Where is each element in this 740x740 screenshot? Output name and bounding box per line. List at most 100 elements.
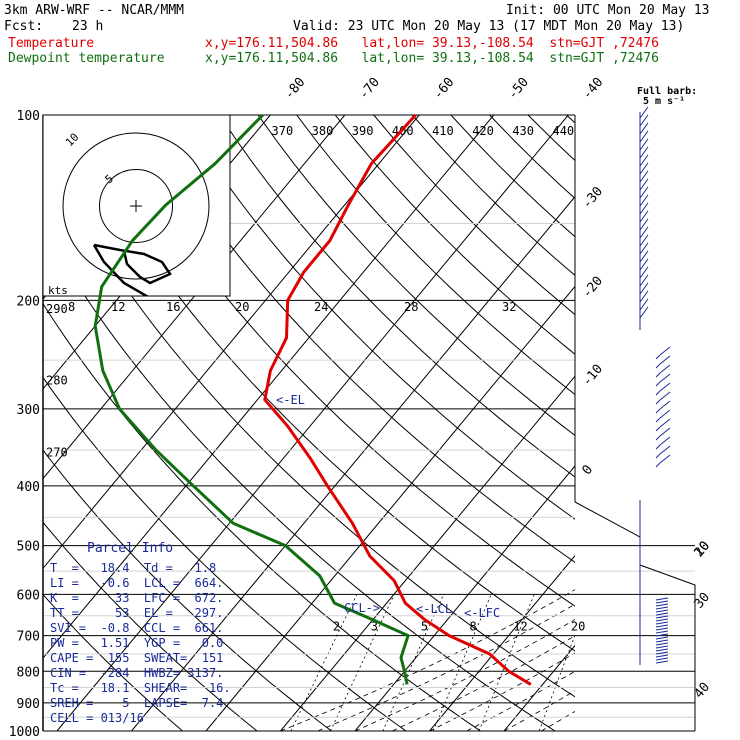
isotherm-line <box>653 115 740 731</box>
wind-barb <box>655 636 669 640</box>
isotherm-label: -10 <box>580 362 607 390</box>
parcel-row: SVI = -0.8 CCL = 661. <box>50 621 223 635</box>
isotherm-line <box>131 195 575 731</box>
wind-barb <box>659 427 671 437</box>
isotherm-line <box>43 115 346 480</box>
temperature-legend-label: Temperature <box>8 36 95 51</box>
hodograph-speed-tick: 28 <box>404 300 418 314</box>
wind-barb <box>639 146 649 159</box>
hodograph-speed-tick: 16 <box>166 300 180 314</box>
pressure-label: 300 <box>17 403 40 418</box>
isotherm-line <box>56 115 569 731</box>
parcel-row: Tc = 18.1 SHEAR= 16. <box>50 681 231 695</box>
wind-barb <box>655 462 661 468</box>
wind-barb <box>655 426 661 432</box>
wind-barb <box>639 122 649 135</box>
wind-barb <box>655 372 661 378</box>
wind-barb <box>655 390 661 396</box>
ccl-marker: CCL-> <box>344 601 380 615</box>
mixing-ratio-label: 3 <box>371 620 378 634</box>
mixing-ratio-label: 20 <box>571 620 585 634</box>
wind-barb <box>659 373 671 383</box>
wind-barb <box>639 130 649 143</box>
isotherm-line <box>280 375 575 731</box>
wind-barb <box>639 178 649 191</box>
sounding-profiles <box>93 113 532 686</box>
wind-barb <box>659 418 671 428</box>
wind-barb <box>655 606 669 610</box>
theta-label: 370 <box>272 124 294 138</box>
wind-barb <box>659 454 671 464</box>
wind-barb <box>655 600 669 604</box>
isotherm-label: -20 <box>580 274 607 302</box>
dewpoint-legend-label: Dewpoint temperature <box>8 51 165 66</box>
forecast-label: Fcst: <box>4 19 44 34</box>
dry-adiabat <box>450 115 575 238</box>
theta-label: 390 <box>352 124 374 138</box>
wind-barb <box>655 399 661 405</box>
theta-label: 270 <box>46 446 68 460</box>
parcel-row: TT = 53 EL = 297. <box>50 606 223 620</box>
full-barb-value: 5 m s⁻¹ <box>643 96 685 107</box>
wind-barb <box>639 290 649 303</box>
theta-label: 420 <box>472 124 494 138</box>
theta-label: 280 <box>46 374 68 388</box>
wind-barb <box>639 170 649 183</box>
hodograph-rings <box>62 132 210 296</box>
wind-barb <box>655 612 669 616</box>
wind-barb <box>639 250 649 263</box>
hodograph-speed-tick: 32 <box>502 300 516 314</box>
isotherm-line <box>43 115 420 570</box>
isotherm-line <box>354 465 575 731</box>
init-time: Init: 00 UTC Mon 20 May 13 <box>506 3 710 18</box>
wind-barb <box>659 382 671 392</box>
moist-adiabat <box>354 619 575 731</box>
hodograph-speed-tick: 20 <box>235 300 249 314</box>
wind-barb <box>655 648 669 652</box>
wind-barb <box>639 226 649 239</box>
moist-adiabat <box>429 652 575 731</box>
lfc-marker: <-LFC <box>464 606 500 620</box>
wind-barb <box>655 408 661 414</box>
moist-adiabat <box>541 710 575 731</box>
parcel-info-panel: Parcel Info T = 18.4 Td = 1.8 LI = -0.6 … <box>50 541 231 725</box>
wind-barb <box>639 202 649 215</box>
moist-adiabat <box>616 300 740 731</box>
wind-barb <box>639 138 649 151</box>
isotherm-line <box>503 644 575 731</box>
isotherm-label: -30 <box>580 184 607 212</box>
theta-label: 380 <box>312 124 334 138</box>
wind-barb <box>659 364 671 374</box>
pressure-label: 200 <box>17 294 40 309</box>
pressure-label: 400 <box>17 480 40 495</box>
wind-barb <box>659 346 671 356</box>
isotherm-line <box>429 554 575 731</box>
wind-barb <box>659 409 671 419</box>
moist-adiabat <box>317 603 575 731</box>
pressure-label: 700 <box>17 630 40 645</box>
moist-adiabat <box>503 690 575 731</box>
parcel-row: SREH = 5 LAPSE= 7.4 <box>50 696 223 710</box>
parcel-row: PW = 1.51 YGP = 0.0 <box>50 636 223 650</box>
hodograph-speed-tick: 12 <box>111 300 125 314</box>
isotherm-label: -80 <box>282 75 309 103</box>
theta-label: 430 <box>512 124 534 138</box>
wind-barb <box>655 354 661 360</box>
dry-adiabat <box>489 115 575 200</box>
mixing-ratio-line <box>478 594 535 731</box>
wind-barb <box>655 453 661 459</box>
isotherm-label: -40 <box>580 75 607 103</box>
wind-barb <box>659 400 671 410</box>
wind-barb <box>639 258 649 271</box>
pressure-label: 600 <box>17 588 40 603</box>
mixing-ratio-label: 2 <box>333 620 340 634</box>
wind-barb <box>655 444 661 450</box>
dry-adiabat <box>527 115 575 162</box>
wind-barb <box>655 657 669 661</box>
wind-barb <box>639 106 649 119</box>
dry-adiabat <box>141 115 575 563</box>
wind-barbs <box>639 106 671 665</box>
isotherm-line <box>205 285 575 731</box>
wind-barb <box>655 660 669 664</box>
valid-time: Valid: 23 UTC Mon 20 May 13 (17 MDT Mon … <box>293 19 685 34</box>
